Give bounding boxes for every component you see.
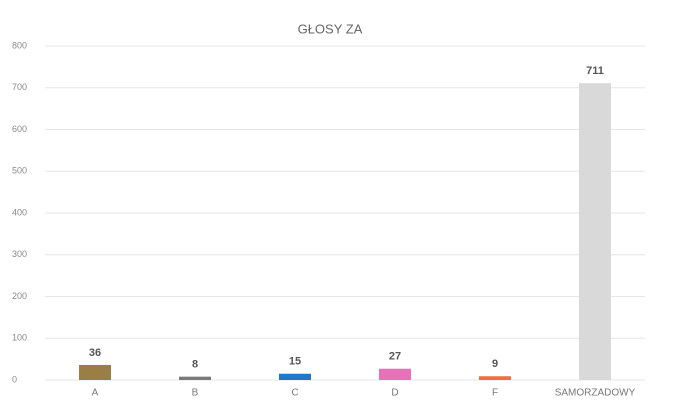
x-tick-label: SAMORZADOWY [555,388,636,399]
y-tick-label: 500 [12,166,27,176]
data-label: 36 [89,347,101,359]
y-tick-label: 700 [12,82,27,92]
data-label: 15 [289,356,301,368]
x-tick-label: F [492,388,498,399]
x-tick-label: B [192,388,199,399]
data-label: 8 [192,359,198,371]
x-tick-label: D [391,388,398,399]
x-tick-label: A [92,388,99,399]
bar [579,83,611,380]
y-tick-label: 400 [12,207,27,217]
y-tick-label: 800 [12,40,27,50]
y-tick-label: 200 [12,291,27,301]
x-tick-label: C [291,388,298,399]
data-label: 27 [389,351,401,363]
bar [79,364,111,380]
y-tick-label: 600 [12,124,27,134]
data-label: 711 [586,65,604,77]
bar [279,373,311,380]
y-tick-label: 0 [12,374,17,384]
y-tick-label: 100 [12,333,27,343]
bar [479,376,511,380]
y-tick-label: 300 [12,249,27,259]
chart-title: GŁOSY ZA [298,21,363,36]
data-label: 9 [492,358,498,370]
bar [379,368,411,380]
bar [179,376,211,380]
